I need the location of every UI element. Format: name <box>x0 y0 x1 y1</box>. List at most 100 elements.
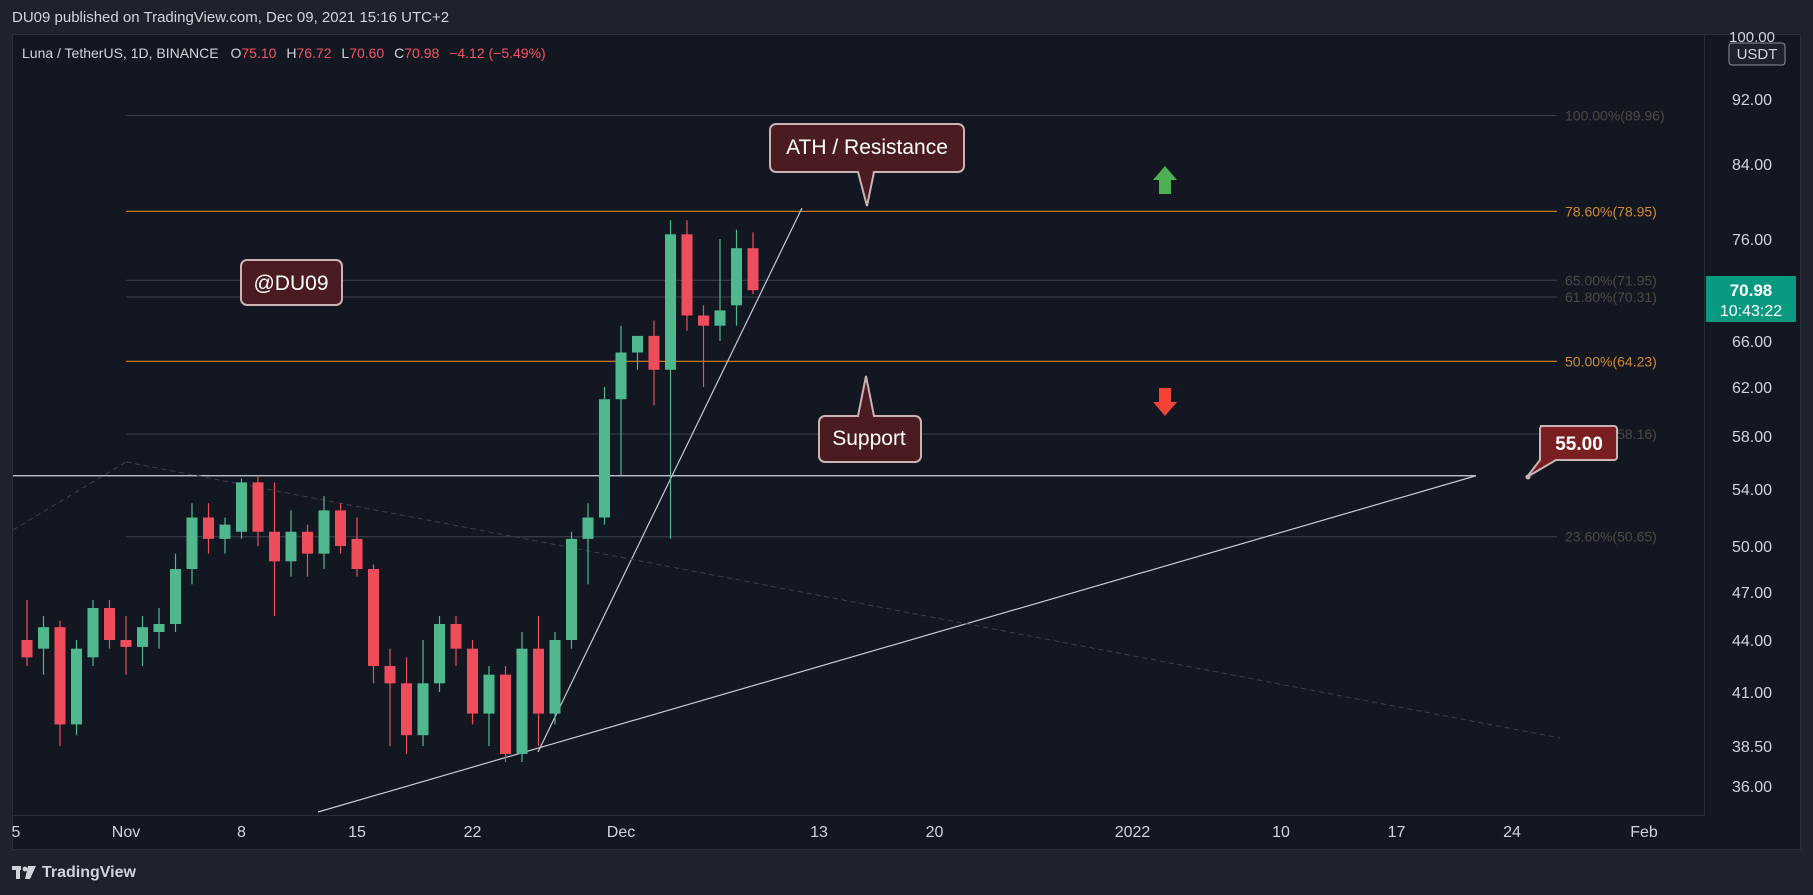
candle[interactable] <box>87 600 99 666</box>
candle[interactable] <box>582 503 594 585</box>
candle-body <box>203 517 214 539</box>
candle-body <box>153 624 165 632</box>
dashed-trendline-left[interactable] <box>13 461 127 531</box>
candle-body <box>500 674 511 754</box>
price-tick-label: 58.00 <box>1732 429 1772 446</box>
published-line: DU09 published on TradingView.com, Dec 0… <box>12 9 450 26</box>
price-axis[interactable] <box>1704 34 1801 816</box>
bar-countdown: 10:43:22 <box>1720 303 1782 320</box>
candle[interactable] <box>335 503 346 554</box>
candle-body <box>747 248 759 291</box>
support-callout[interactable]: Support <box>818 375 922 463</box>
dashed-descending-trendline[interactable] <box>125 461 1561 739</box>
candle[interactable] <box>747 232 759 295</box>
time-tick-label: Feb <box>1630 824 1658 841</box>
published-header: DU09 published on TradingView.com, Dec 0… <box>0 0 1813 34</box>
ascending-trendline-long[interactable] <box>317 475 1477 813</box>
up-arrow-icon[interactable] <box>1153 166 1177 194</box>
candle[interactable] <box>318 496 330 569</box>
candle[interactable] <box>368 564 379 684</box>
price-tick-label: 44.00 <box>1732 633 1772 650</box>
support-label: Support <box>832 427 906 450</box>
candle[interactable] <box>401 657 412 754</box>
candle[interactable] <box>203 503 214 554</box>
level-tag-callout[interactable]: 55.00 <box>1525 425 1618 480</box>
candle[interactable] <box>153 608 165 649</box>
watermark-label: @DU09 <box>253 272 328 295</box>
symbol-info: Luna / TetherUS, 1D, BINANCE O75.10 H76.… <box>22 45 546 61</box>
candle[interactable] <box>533 616 544 746</box>
candle-body <box>566 538 577 640</box>
down-arrow-icon[interactable] <box>1153 388 1177 416</box>
candle[interactable] <box>648 320 660 406</box>
footer-branding[interactable]: TradingView <box>12 862 136 884</box>
candle[interactable] <box>38 616 49 675</box>
candle[interactable] <box>714 239 726 341</box>
candle[interactable] <box>269 482 280 616</box>
fib-level-label: 50.00%(64.23) <box>1565 353 1657 369</box>
price-tick-label: 38.50 <box>1732 739 1772 756</box>
candle-body <box>665 234 676 370</box>
candle-body <box>450 624 462 649</box>
candle[interactable] <box>615 325 627 476</box>
price-tick-label: 54.00 <box>1732 482 1772 499</box>
candle-body <box>186 517 198 569</box>
ohlc-c-label: C <box>394 45 404 61</box>
price-tick-label: 47.00 <box>1732 585 1772 602</box>
candle[interactable] <box>450 616 462 666</box>
candle-body <box>434 624 445 684</box>
candle[interactable] <box>434 616 445 692</box>
candle[interactable] <box>54 620 66 746</box>
candle-body <box>54 627 66 725</box>
candle[interactable] <box>21 600 33 666</box>
candle[interactable] <box>137 616 148 666</box>
candle[interactable] <box>698 305 709 387</box>
fib-level-label: 78.60%(78.95) <box>1565 203 1657 219</box>
candle[interactable] <box>483 666 495 746</box>
candle-body <box>368 569 379 666</box>
candle-body <box>21 640 33 658</box>
time-tick-label: 5 <box>12 824 21 841</box>
candle[interactable] <box>681 220 693 331</box>
ath-resistance-label: ATH / Resistance <box>786 136 948 159</box>
ohlc-h-label: H <box>286 45 296 61</box>
candle[interactable] <box>252 475 264 546</box>
candle-body <box>698 315 709 326</box>
candle[interactable] <box>170 553 181 632</box>
candle[interactable] <box>417 640 429 746</box>
candle[interactable] <box>186 503 198 585</box>
candle[interactable] <box>549 632 561 725</box>
candle[interactable] <box>120 616 132 675</box>
time-tick-label: 22 <box>464 824 482 841</box>
candle[interactable] <box>731 229 742 326</box>
watermark-callout[interactable]: @DU09 <box>240 259 343 306</box>
time-axis[interactable] <box>12 815 1704 850</box>
candle[interactable] <box>665 220 676 539</box>
candle[interactable] <box>236 478 247 539</box>
candle-body <box>104 608 115 640</box>
symbol-name: Luna / TetherUS, 1D, BINANCE <box>22 45 219 61</box>
candle[interactable] <box>219 517 231 554</box>
candle[interactable] <box>467 640 478 725</box>
candle[interactable] <box>351 517 363 577</box>
time-tick-label: 8 <box>237 824 246 841</box>
candle[interactable] <box>632 335 643 370</box>
candle-body <box>351 538 363 569</box>
price-tick-label: 50.00 <box>1732 539 1772 556</box>
candle[interactable] <box>104 600 115 649</box>
candle[interactable] <box>285 510 297 577</box>
ath-resistance-callout[interactable]: ATH / Resistance <box>769 123 965 207</box>
candle-body <box>731 248 742 306</box>
candle-body <box>318 510 330 554</box>
price-tick-label: 66.00 <box>1732 334 1772 351</box>
candle[interactable] <box>599 387 610 525</box>
candle-body <box>87 608 99 658</box>
candle[interactable] <box>500 666 511 762</box>
candle[interactable] <box>384 648 396 746</box>
candle[interactable] <box>302 524 313 577</box>
time-tick-label: 24 <box>1503 824 1521 841</box>
candle[interactable] <box>566 531 577 649</box>
candle[interactable] <box>71 640 82 736</box>
candle[interactable] <box>516 632 528 762</box>
